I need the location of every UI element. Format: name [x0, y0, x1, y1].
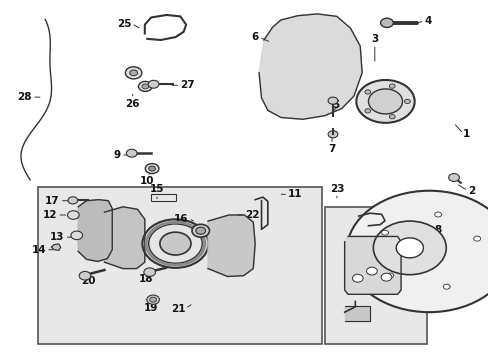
Text: 20: 20: [81, 276, 95, 287]
Circle shape: [381, 230, 387, 235]
Text: 14: 14: [31, 245, 46, 255]
Circle shape: [364, 109, 370, 113]
Text: 18: 18: [139, 274, 153, 284]
Circle shape: [434, 212, 441, 217]
Circle shape: [443, 284, 449, 289]
Text: 13: 13: [50, 232, 64, 242]
Circle shape: [143, 268, 155, 276]
Circle shape: [148, 166, 155, 171]
Circle shape: [368, 89, 402, 114]
Text: 25: 25: [117, 18, 131, 28]
Polygon shape: [207, 215, 255, 276]
Text: 8: 8: [433, 225, 441, 235]
Circle shape: [395, 238, 423, 258]
Text: 12: 12: [43, 210, 57, 220]
Text: 26: 26: [125, 99, 140, 109]
Polygon shape: [344, 237, 400, 294]
Text: 4: 4: [424, 16, 431, 26]
Circle shape: [356, 80, 414, 123]
Text: 28: 28: [18, 92, 32, 102]
Circle shape: [138, 81, 152, 91]
Polygon shape: [259, 14, 362, 119]
Circle shape: [160, 232, 191, 255]
Circle shape: [364, 90, 370, 94]
Circle shape: [125, 67, 142, 79]
Circle shape: [366, 267, 376, 275]
Text: 24: 24: [400, 247, 415, 256]
Circle shape: [148, 224, 202, 263]
Text: 6: 6: [251, 32, 259, 42]
Circle shape: [372, 221, 446, 275]
Circle shape: [68, 197, 78, 204]
Circle shape: [327, 131, 337, 138]
Text: 27: 27: [180, 80, 195, 90]
Bar: [38, 187, 322, 344]
Polygon shape: [51, 244, 61, 250]
Text: 10: 10: [140, 176, 154, 186]
Bar: [324, 207, 426, 344]
Circle shape: [192, 224, 209, 237]
Circle shape: [327, 97, 337, 104]
Circle shape: [149, 297, 156, 302]
Text: 11: 11: [287, 189, 302, 199]
Polygon shape: [78, 200, 112, 261]
Text: 22: 22: [245, 210, 260, 220]
Text: 19: 19: [143, 303, 158, 313]
Circle shape: [196, 227, 205, 234]
Circle shape: [146, 295, 159, 304]
Circle shape: [346, 191, 488, 312]
Circle shape: [148, 80, 159, 88]
Circle shape: [145, 163, 159, 174]
Text: 16: 16: [174, 213, 188, 224]
Circle shape: [142, 84, 148, 89]
Text: 9: 9: [114, 150, 121, 160]
Text: 17: 17: [45, 196, 60, 206]
Text: 15: 15: [149, 184, 164, 194]
Circle shape: [380, 273, 391, 281]
Text: 5: 5: [331, 100, 339, 110]
Circle shape: [142, 219, 208, 268]
Circle shape: [386, 273, 393, 278]
Circle shape: [388, 84, 394, 88]
Circle shape: [71, 231, 82, 240]
Circle shape: [448, 174, 458, 181]
Text: 7: 7: [327, 144, 335, 154]
Text: 3: 3: [370, 34, 378, 44]
Circle shape: [388, 114, 394, 119]
Text: 1: 1: [462, 129, 469, 139]
Circle shape: [126, 149, 137, 157]
Bar: [151, 194, 176, 201]
Text: 23: 23: [329, 184, 344, 194]
Circle shape: [67, 211, 79, 219]
Polygon shape: [344, 306, 369, 321]
Circle shape: [352, 274, 363, 282]
Circle shape: [129, 70, 137, 76]
Text: 21: 21: [170, 303, 185, 314]
Polygon shape: [104, 207, 144, 269]
Circle shape: [473, 236, 480, 241]
Circle shape: [380, 18, 392, 27]
Circle shape: [404, 99, 409, 104]
Circle shape: [79, 271, 91, 280]
Text: 2: 2: [467, 186, 474, 196]
